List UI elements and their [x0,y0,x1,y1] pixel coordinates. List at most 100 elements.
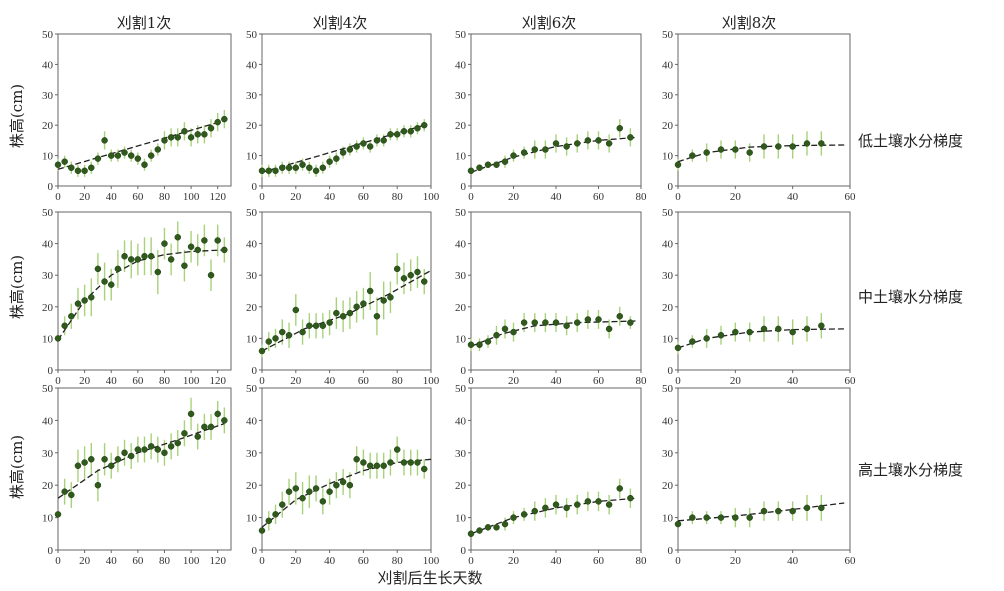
x-tick-label: 40 [551,375,563,387]
data-point [595,498,602,505]
data-point [201,131,208,138]
x-tick-label: 100 [423,555,440,567]
data-point [818,322,825,330]
y-tick-label: 20 [455,120,467,132]
x-tick-label: 100 [183,555,200,567]
y-tick-label: 30 [42,270,54,282]
data-point [373,137,381,144]
x-tick-label: 20 [730,375,742,387]
x-tick-label: 80 [636,191,648,203]
data-point [353,303,360,311]
data-point [147,252,155,260]
x-tick-label: 40 [324,375,336,387]
data-point [333,309,340,317]
x-tick-label: 100 [183,375,200,387]
data-point [201,423,208,431]
data-point [414,268,421,276]
plot-frame [677,387,851,551]
data-point [703,514,710,521]
data-point [400,275,408,282]
x-tick-label: 0 [675,375,681,387]
data-point [285,331,293,339]
data-point [563,322,570,330]
data-point [584,137,592,144]
data-point [333,155,340,162]
data-point [272,335,279,342]
data-point [161,449,168,457]
data-point [81,459,88,466]
col-title-1: 刈割1次 [117,14,172,32]
data-point [501,158,509,165]
data-point [326,319,333,326]
data-point [366,143,374,150]
data-point [574,501,581,508]
data-point [319,498,327,505]
panel-r3-c1: 0 10 20 30 40 50 0 20 40 60 80 100 120 [42,383,232,567]
y-tick-label: 10 [246,151,258,163]
data-point [121,449,128,457]
data-point [420,278,428,285]
data-point [292,485,300,492]
data-point [167,134,175,141]
y-tick-label: 40 [455,59,467,71]
y-tick-label: 40 [246,239,258,251]
data-point [319,164,327,172]
data-point [484,338,492,345]
x-tick-label: 80 [636,375,648,387]
data-point [689,338,696,345]
data-point [760,143,768,150]
x-tick-label: 120 [209,555,226,567]
data-point [258,167,266,175]
y-tick-label: 30 [455,90,467,102]
data-point [61,488,68,495]
data-point [775,325,782,333]
data-point [732,328,739,336]
x-tick-label: 100 [183,191,200,203]
data-point [387,294,394,301]
col-title-8: 刈割8次 [722,14,777,32]
y-tick-label: 30 [662,448,674,460]
y-tick-label: 40 [662,239,674,251]
panel-r1-c2: 0 10 20 30 40 50 0 20 40 60 80 100 [246,29,440,203]
data-point [147,443,155,450]
data-point [476,164,483,172]
y-tick-label: 50 [662,383,674,395]
data-point [306,164,313,172]
x-tick-label: 40 [787,191,799,203]
data-point [467,530,475,538]
panel-r2-c3: 0 10 20 30 40 50 0 20 40 60 80 [455,207,647,387]
y-tick-label: 40 [42,415,54,427]
plot-frame [677,211,851,371]
data-point [563,143,570,150]
data-point [393,131,401,138]
y-tick-label: 10 [42,513,54,525]
data-point [339,478,347,486]
data-point [194,433,201,440]
panel-r2-c4: 0 10 20 30 40 50 0 20 40 60 [662,207,856,387]
data-point [333,481,340,489]
data-point [605,325,613,333]
data-point [154,146,162,153]
data-point [542,146,549,153]
x-tick-label: 40 [324,555,336,567]
data-point [258,347,266,355]
y-tick-label: 30 [246,448,258,460]
data-point [74,167,82,175]
x-tick-label: 20 [290,555,302,567]
data-point [114,152,122,159]
y-tick-label: 40 [455,239,467,251]
data-point [114,456,122,463]
data-point [299,494,306,502]
data-point [380,297,387,304]
y-tick-label: 10 [455,333,467,345]
data-point [127,152,135,159]
x-tick-label: 80 [392,375,404,387]
data-point [187,243,195,251]
y-tick-label: 20 [662,302,674,314]
data-point [181,262,188,269]
data-point [312,485,320,492]
x-tick-label: 80 [159,191,171,203]
y-tick-label: 30 [455,270,467,282]
data-point [279,164,286,172]
